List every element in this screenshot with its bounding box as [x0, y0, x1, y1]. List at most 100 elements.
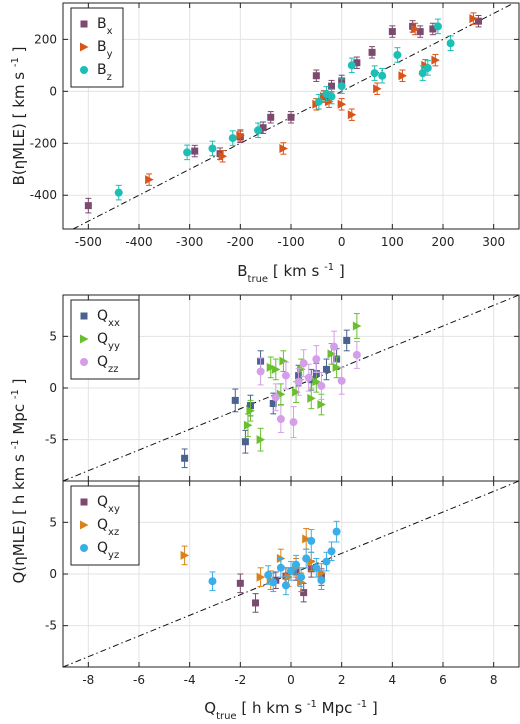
legend-marker [80, 334, 89, 344]
data-point [423, 63, 432, 72]
x-tick-label: -8 [82, 673, 94, 687]
data-point [330, 342, 339, 351]
data-point [429, 25, 437, 33]
data-point [317, 400, 326, 410]
x-axis-label-B-part: true [248, 274, 269, 285]
legend-label-part: y [107, 49, 113, 60]
x-axis-label-B-part: ] [334, 262, 345, 280]
legend-label-part: Q [97, 517, 108, 533]
data-point [256, 367, 265, 376]
legend-label-part: z [107, 72, 112, 83]
y-axis-label-Q-part: -1 [10, 389, 21, 399]
x-tick-label: -400 [125, 235, 152, 249]
series-Qyy [243, 313, 362, 452]
data-point [343, 336, 351, 344]
data-point [243, 420, 253, 430]
data-point [276, 415, 285, 423]
data-point [271, 393, 280, 402]
series-Bz [114, 18, 455, 201]
y-axis-label-Q-part: Mpc [10, 399, 28, 439]
data-point [246, 406, 255, 416]
data-point [299, 359, 308, 368]
data-point [353, 59, 361, 67]
legend-label-part: Q [97, 354, 108, 370]
x-tick-label: -200 [227, 235, 254, 249]
x-tick-label: -500 [75, 235, 102, 249]
legend-label-part: Q [97, 494, 108, 510]
data-point [416, 28, 424, 36]
legend-label-part: Q [97, 331, 108, 347]
data-point [267, 113, 275, 121]
legend-marker [80, 520, 89, 530]
data-point [256, 435, 266, 445]
x-tick-label: -300 [176, 235, 203, 249]
y-tick-label: 0 [49, 567, 57, 581]
legend-marker [80, 42, 89, 52]
legend-label-part: xx [108, 318, 120, 329]
data-point [347, 61, 356, 70]
x-axis-label-B: Btrue [ km s -1 ] [237, 262, 344, 285]
legend-label: Qxz [97, 517, 119, 538]
data-point [312, 377, 321, 387]
y-tick-label: 0 [49, 84, 57, 98]
data-point [347, 110, 357, 120]
data-point [332, 527, 341, 536]
data-point [398, 71, 407, 81]
data-point [337, 376, 346, 385]
data-point [446, 39, 455, 48]
data-point [337, 99, 347, 109]
data-point [327, 547, 336, 556]
data-point [208, 577, 217, 586]
data-point [327, 349, 337, 359]
legend-label: Qxx [97, 308, 120, 329]
data-point [411, 24, 420, 34]
data-point [292, 560, 301, 569]
series-Qyz [208, 520, 341, 596]
data-point [314, 97, 323, 106]
legend-marker [80, 544, 88, 552]
data-point [292, 387, 301, 397]
data-point [388, 28, 396, 36]
y-tick-label: -200 [30, 136, 57, 150]
data-point [236, 579, 244, 587]
data-point [304, 373, 313, 382]
data-point [332, 362, 342, 372]
legend-label-part: yz [108, 550, 119, 561]
data-point [287, 566, 295, 575]
x-axis-label-Q-part: -1 [357, 699, 367, 710]
data-point [317, 576, 326, 585]
legend-label-part: yy [108, 341, 120, 352]
x-axis-label-B-part: -1 [324, 262, 334, 273]
legend-label: Qyy [97, 331, 120, 352]
series-Qzz [256, 330, 361, 439]
x-axis-label-Q-part: Mpc [317, 699, 357, 717]
data-point [279, 143, 288, 153]
data-point [474, 17, 482, 25]
legend-label-part: Q [97, 540, 108, 556]
data-point [322, 365, 330, 373]
data-point [312, 563, 321, 572]
x-tick-label: 100 [381, 235, 404, 249]
legend-label-part: xz [108, 527, 119, 538]
legend-label: Qzz [97, 354, 119, 375]
data-point [368, 48, 376, 56]
x-axis-label-Q-part: -1 [307, 699, 317, 710]
x-tick-label: -2 [234, 673, 246, 687]
data-point [287, 113, 295, 121]
data-point [259, 124, 267, 132]
data-point [297, 364, 306, 374]
y-axis-label-B-part: ] [10, 47, 28, 58]
x-tick-label: 300 [482, 235, 505, 249]
data-point [289, 418, 298, 427]
data-point [307, 393, 316, 403]
legend-marker [80, 358, 88, 366]
panel-B: -400 -200 0 200 -500 -400 -300 -200 -100 0 100 200 3… [30, 2, 520, 249]
y-tick-label: 0 [49, 381, 57, 395]
x-tick-label: -6 [133, 673, 145, 687]
data-point [469, 14, 478, 24]
